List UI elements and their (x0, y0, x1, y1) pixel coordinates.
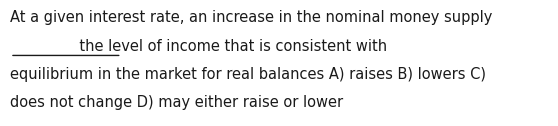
Text: the level of income that is consistent with: the level of income that is consistent w… (10, 39, 387, 54)
Text: does not change D) may either raise or lower: does not change D) may either raise or l… (10, 95, 343, 110)
Text: At a given interest rate, an increase in the nominal money supply: At a given interest rate, an increase in… (10, 10, 492, 25)
Text: equilibrium in the market for real balances A) raises B) lowers C): equilibrium in the market for real balan… (10, 67, 486, 82)
